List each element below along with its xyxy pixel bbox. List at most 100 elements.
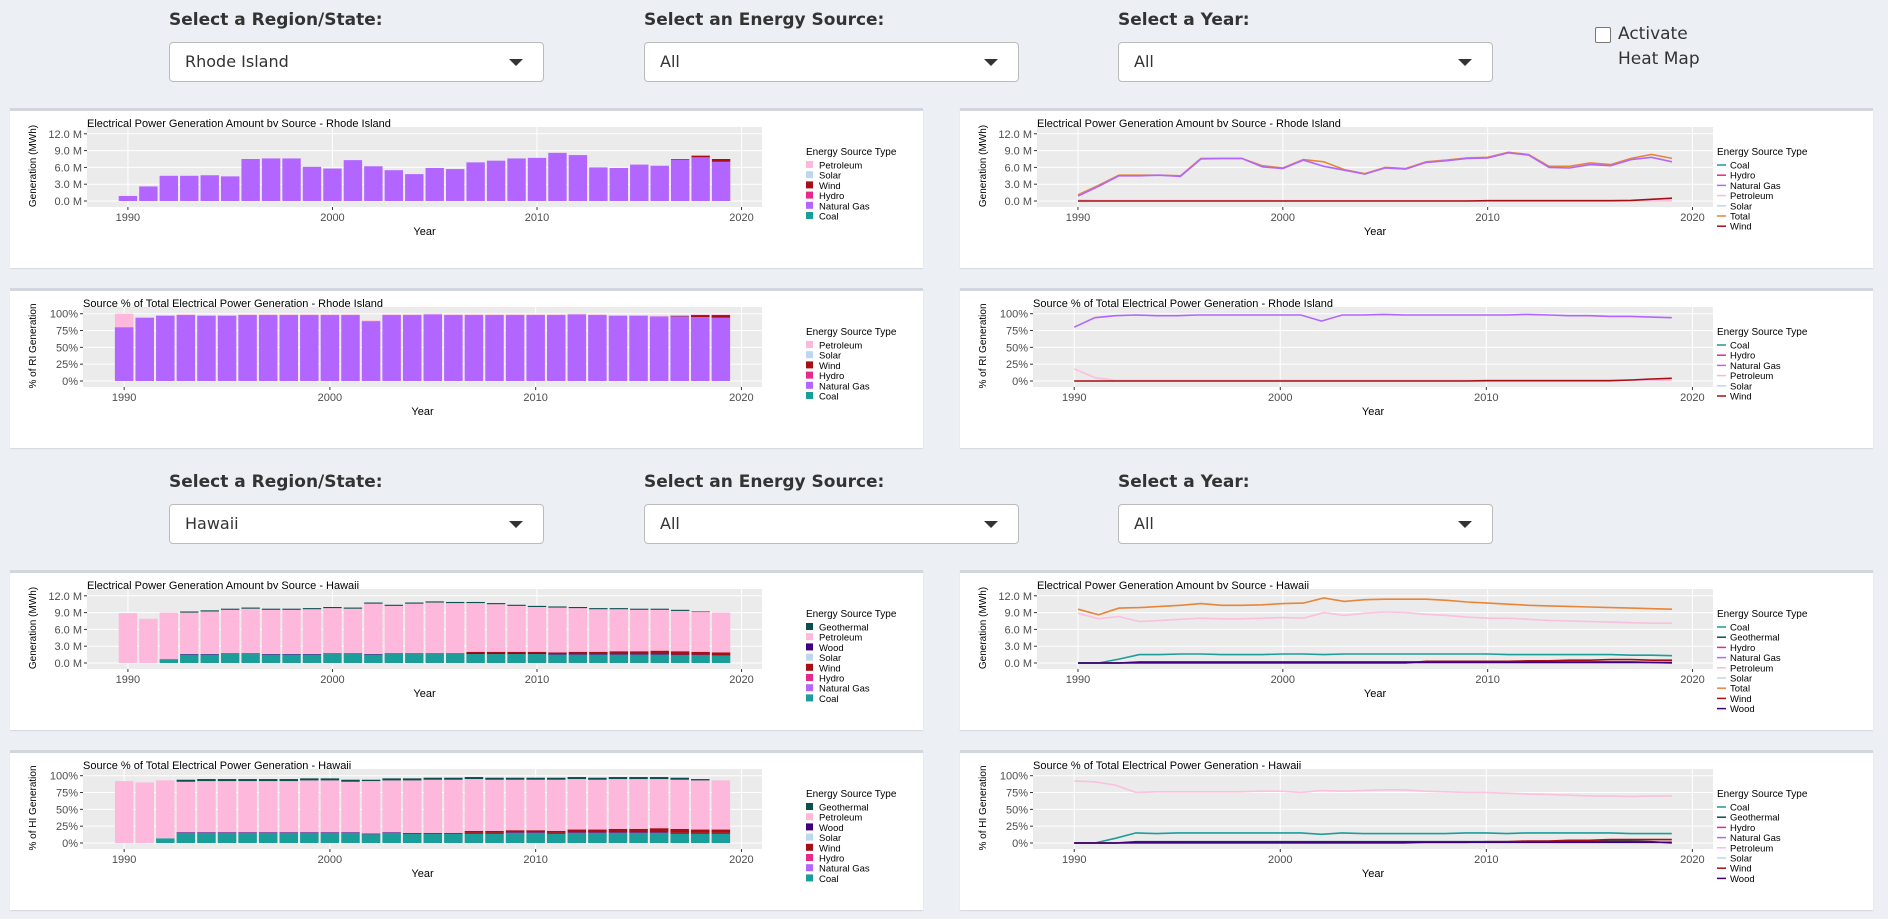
bar-geothermal	[526, 777, 545, 780]
chevron-down-icon	[1458, 521, 1472, 528]
bar-coal	[505, 832, 525, 843]
y-tick-label: 25%	[1006, 359, 1028, 371]
legend-label: Petroleum	[1730, 663, 1773, 674]
legend-label: Petroleum	[1730, 371, 1773, 382]
year-select[interactable]: All	[1118, 42, 1493, 82]
legend-swatch	[806, 843, 813, 851]
bar-natural-gas	[527, 157, 547, 201]
x-tick-label: 2020	[729, 212, 753, 224]
legend-label: Petroleum	[1730, 843, 1773, 854]
bar-natural-gas	[691, 317, 710, 381]
bar-natural-gas	[180, 175, 199, 201]
bar-petroleum	[445, 603, 465, 654]
bar-wind	[507, 651, 526, 654]
region-select[interactable]: Hawaii	[169, 504, 544, 544]
bar-natural-gas	[567, 314, 587, 381]
x-tick-label: 2020	[729, 674, 753, 686]
x-tick-label: 2020	[1680, 674, 1704, 686]
bar-coal	[258, 832, 278, 843]
legend-label: Wind	[1730, 694, 1752, 705]
bar-petroleum	[629, 779, 648, 829]
bar-petroleum	[670, 315, 689, 316]
bar-petroleum	[588, 779, 607, 830]
bar-natural-gas	[649, 316, 669, 381]
bar-natural-gas	[176, 315, 196, 381]
bar-petroleum	[567, 779, 587, 830]
bar-coal	[445, 654, 465, 663]
bar-natural-gas	[505, 315, 525, 381]
bar-geothermal	[238, 779, 257, 782]
bar-petroleum	[505, 779, 525, 831]
bar-wood	[238, 832, 257, 833]
bar-natural-gas	[486, 160, 506, 201]
legend-swatch	[806, 823, 813, 831]
legend-label: Wind	[1730, 864, 1752, 875]
bar-wind	[567, 829, 587, 833]
bar-petroleum	[217, 781, 237, 833]
legend-label: Hydro	[1730, 823, 1755, 834]
bar-natural-gas	[384, 170, 404, 201]
x-tick-label: 2020	[729, 854, 753, 866]
year-select[interactable]: All	[1118, 504, 1493, 544]
heatmap-checkbox[interactable]	[1595, 27, 1611, 43]
y-tick-label: 3.0 M	[54, 179, 82, 191]
bar-coal	[507, 654, 526, 663]
legend-title: Energy Source Type	[1717, 609, 1808, 620]
legend-label: Solar	[1730, 381, 1752, 392]
y-tick-label: 0.0 M	[54, 658, 82, 670]
bar-wind	[546, 830, 566, 833]
bar-geothermal	[217, 779, 237, 782]
y-tick-label: 0%	[1012, 376, 1028, 388]
bar-geothermal	[588, 777, 607, 780]
bar-natural-gas	[425, 167, 444, 201]
bar-geothermal	[405, 602, 424, 604]
line-natural-gas	[1077, 151, 1673, 197]
bar-coal	[180, 654, 199, 663]
bar-coal	[486, 654, 506, 663]
source-select[interactable]: All	[644, 42, 1019, 82]
legend-swatch	[806, 803, 813, 810]
bar-wood	[486, 653, 506, 655]
y-tick-label: 6.0 M	[54, 624, 82, 636]
bar-wood	[630, 654, 649, 655]
legend-label: Geothermal	[1730, 813, 1780, 824]
bar-geothermal	[361, 779, 381, 782]
bar-petroleum	[670, 779, 689, 829]
bar-petroleum	[135, 317, 154, 318]
bar-natural-gas	[402, 315, 422, 381]
bar-geothermal	[589, 608, 608, 610]
legend-label: Geothermal	[819, 623, 869, 634]
x-tick-label: 2010	[1475, 674, 1499, 686]
bar-wood	[589, 654, 608, 655]
bar-coal	[670, 833, 689, 843]
bar-geothermal	[548, 606, 567, 608]
bar-wood	[261, 654, 281, 655]
legend-label: Solar	[1730, 201, 1752, 212]
y-tick-label: 100%	[1000, 309, 1028, 321]
legend-label: Hydro	[819, 191, 844, 202]
legend-label: Hydro	[819, 674, 844, 685]
chart-panel-hi-amount-line: Electrical Power Generation Amount by So…	[960, 570, 1873, 730]
bar-petroleum	[382, 314, 401, 316]
x-tick-label: 2010	[523, 392, 547, 404]
bar-natural-gas	[629, 315, 648, 381]
legend-swatch	[806, 341, 813, 348]
x-tick-label: 1990	[1062, 392, 1086, 404]
bar-geothermal	[261, 608, 281, 610]
source-select[interactable]: All	[644, 504, 1019, 544]
legend-swatch	[806, 653, 813, 661]
heatmap-checkbox-label[interactable]: Activate Heat Map	[1618, 24, 1700, 69]
bar-coal	[238, 832, 257, 843]
legend-label: Wood	[1730, 704, 1755, 715]
legend-label: Coal	[1730, 161, 1750, 172]
y-tick-label: 100%	[50, 309, 78, 321]
y-tick-label: 0%	[1012, 838, 1028, 850]
bar-wood	[320, 832, 340, 833]
x-tick-label: 2010	[1474, 392, 1498, 404]
bar-geothermal	[670, 777, 689, 780]
bar-petroleum	[258, 781, 278, 833]
bar-wood	[568, 654, 588, 655]
y-tick-label: 12.0 M	[48, 129, 82, 141]
region-select[interactable]: Rhode Island	[169, 42, 544, 82]
bar-coal	[670, 655, 690, 663]
